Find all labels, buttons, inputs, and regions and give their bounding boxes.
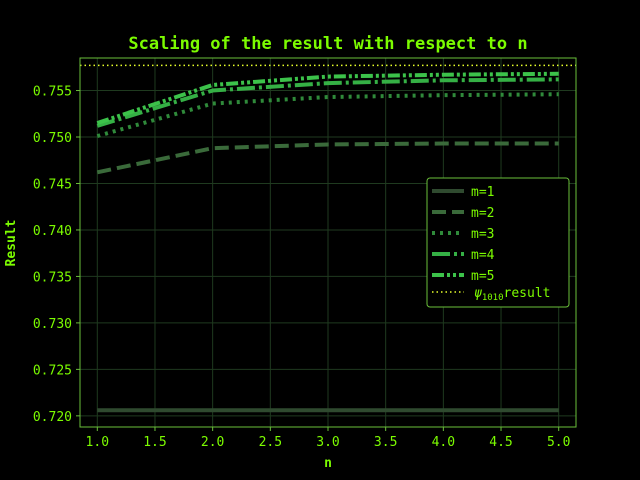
x-tick-label: 3.5	[374, 435, 397, 450]
y-tick-label: 0.750	[33, 131, 72, 146]
series-line-m4	[96, 77, 559, 128]
legend-label-reference: ψ1010result	[474, 286, 550, 303]
legend-label-m4: m=4	[471, 248, 495, 263]
legend-label-m3: m=3	[471, 227, 494, 242]
chart-title: Scaling of the result with respect to n	[128, 34, 527, 54]
y-tick-label: 0.730	[33, 317, 72, 332]
x-axis: 1.0 1.5 2.0 2.5 3.0 3.5 4.0 4.5 5.0	[86, 427, 570, 450]
legend-ref-prefix: ψ	[474, 286, 482, 301]
legend-label-m5: m=5	[471, 269, 494, 284]
legend-ref-subscript: 1010	[482, 293, 504, 303]
y-axis-label: Result	[4, 220, 19, 267]
legend-label-m1: m=1	[471, 185, 494, 200]
y-tick-label: 0.745	[33, 177, 72, 192]
y-tick-label: 0.720	[33, 410, 72, 425]
x-tick-label: 4.5	[489, 435, 512, 450]
y-tick-label: 0.735	[33, 270, 72, 285]
legend-label-m2: m=2	[471, 206, 494, 221]
x-tick-label: 2.5	[259, 435, 282, 450]
legend: m=1 m=2 m=3 m=4 m=5 ψ1010result	[426, 177, 570, 308]
x-tick-label: 2.0	[201, 435, 224, 450]
grid	[80, 58, 576, 427]
y-tick-label: 0.725	[33, 363, 72, 378]
x-tick-label: 4.0	[432, 435, 455, 450]
x-axis-label: n	[324, 456, 332, 471]
y-axis: 0.720 0.725 0.730 0.735 0.740 0.745 0.750 0.755	[33, 85, 80, 425]
series-line-m2	[96, 141, 559, 175]
x-tick-label: 3.0	[316, 435, 339, 450]
series-layer	[96, 71, 559, 413]
y-tick-label: 0.755	[33, 85, 72, 100]
y-tick-label: 0.740	[33, 224, 72, 239]
x-tick-label: 1.0	[86, 435, 109, 450]
x-tick-label: 5.0	[547, 435, 570, 450]
series-line-m5	[96, 71, 559, 125]
legend-ref-suffix: result	[504, 286, 551, 301]
x-tick-label: 1.5	[143, 435, 166, 450]
